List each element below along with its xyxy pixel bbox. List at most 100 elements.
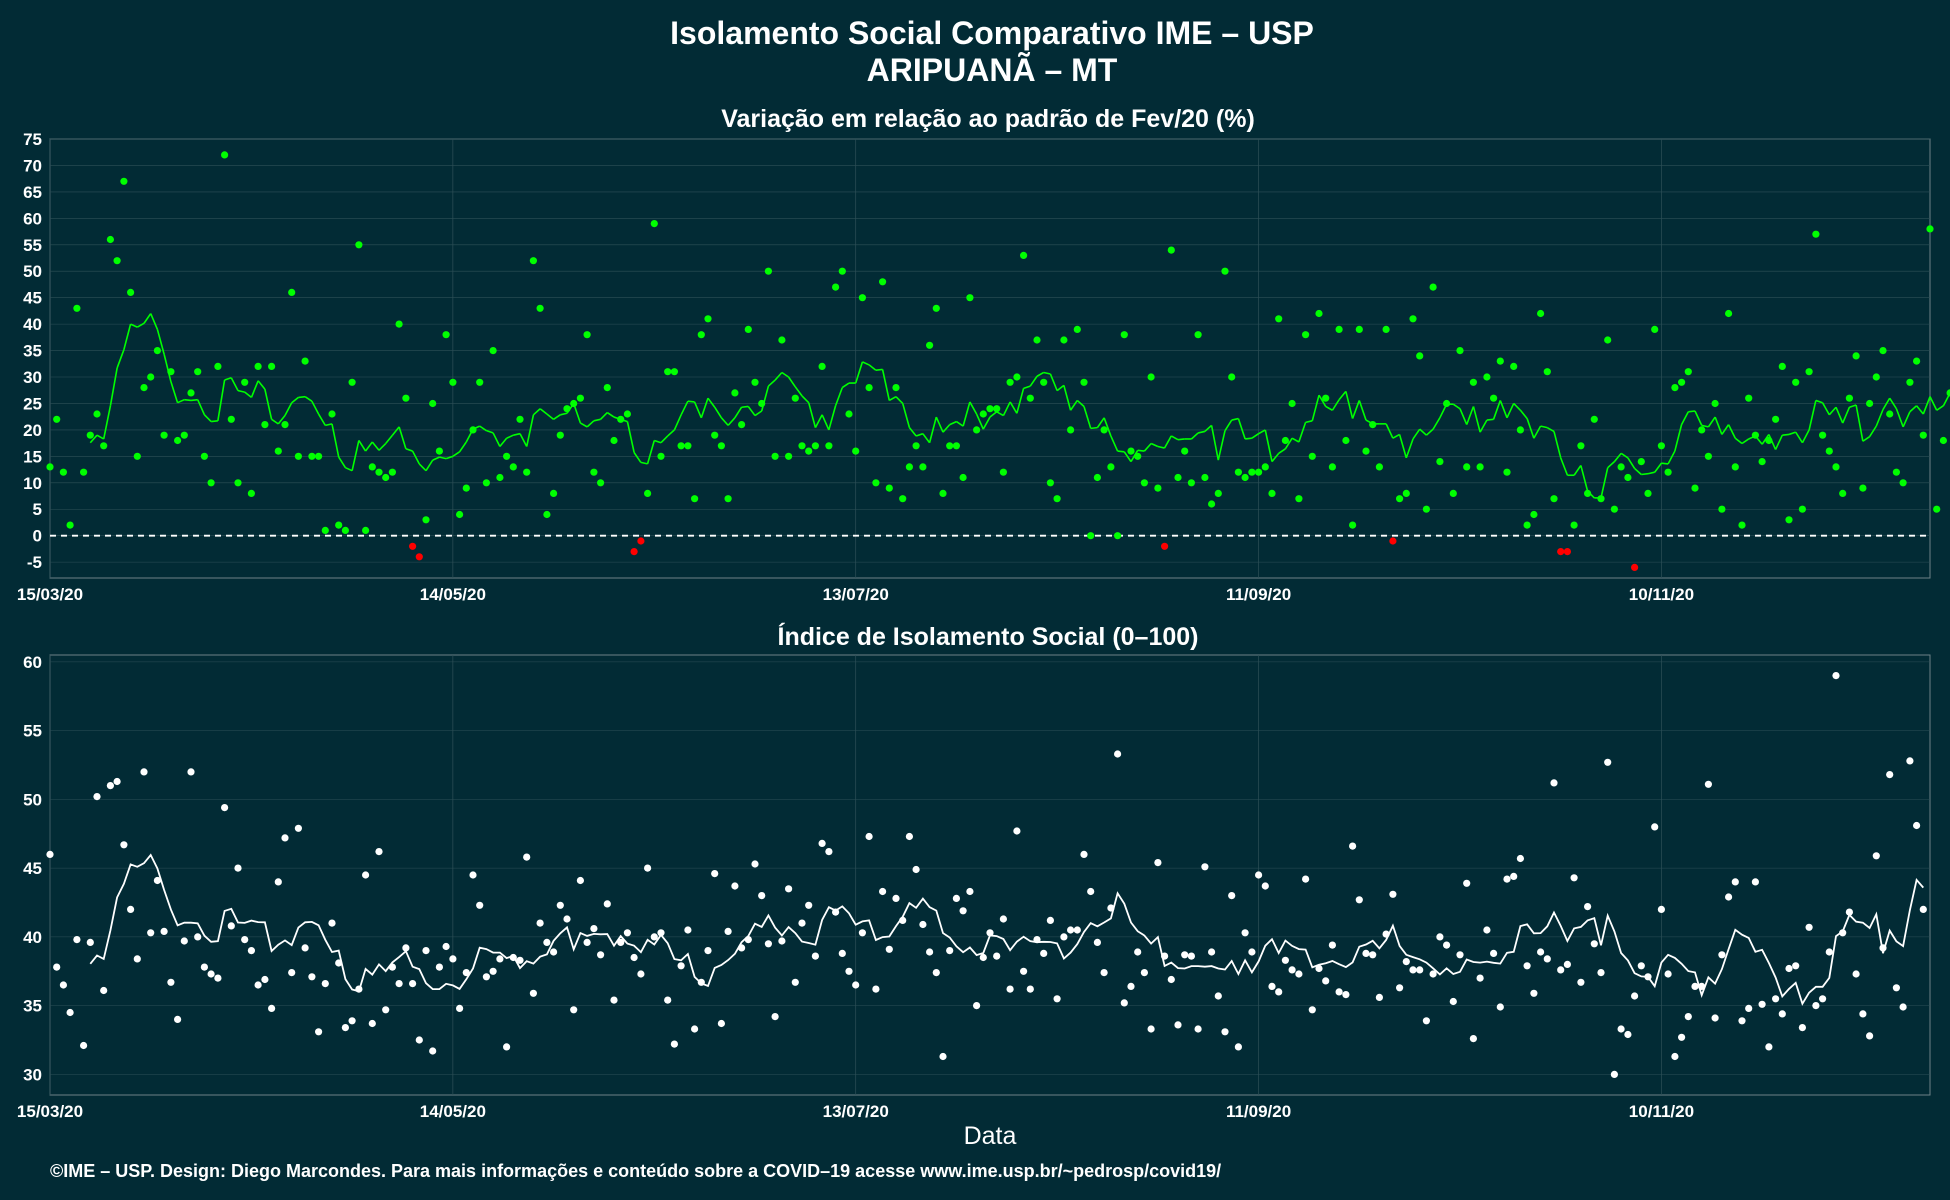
data-point (912, 442, 920, 450)
data-point (496, 955, 504, 963)
data-point (194, 933, 202, 941)
moving-average-segment (1680, 411, 1689, 425)
moving-average-segment (445, 455, 454, 460)
data-point (872, 479, 880, 487)
data-point (1080, 378, 1088, 386)
data-point (1684, 1013, 1692, 1021)
data-point (1825, 948, 1833, 956)
data-point (1839, 929, 1847, 937)
data-point (1429, 970, 1437, 978)
data-point (1845, 394, 1853, 402)
chart-subtitle: ARIPUANÃ – MT (867, 52, 1118, 88)
moving-average-segment (1029, 375, 1038, 387)
data-point (1261, 463, 1269, 471)
data-point (563, 405, 571, 413)
data-point (1704, 452, 1712, 460)
data-point (1013, 373, 1021, 381)
moving-average-segment (351, 440, 360, 471)
data-point (630, 548, 638, 556)
data-point (1678, 378, 1686, 386)
data-point (677, 442, 685, 450)
moving-average-segment (1318, 394, 1327, 407)
moving-average-segment (1828, 406, 1837, 416)
moving-average-segment (1224, 419, 1233, 432)
moving-average-segment (156, 329, 165, 355)
index-plot-frame (49, 654, 1931, 1096)
moving-average-segment (754, 410, 763, 417)
data-point (1443, 399, 1451, 408)
moving-average-segment (1499, 400, 1508, 419)
data-point (482, 479, 490, 487)
data-point (1792, 378, 1800, 386)
moving-average-segment (1305, 420, 1313, 424)
data-point (1315, 309, 1323, 318)
data-point (1033, 936, 1041, 944)
moving-average-segment (1298, 422, 1307, 443)
data-point (1006, 378, 1014, 386)
data-point (1342, 436, 1350, 445)
data-point (1516, 426, 1524, 434)
y-tick-label: 25 (23, 394, 42, 413)
data-point (1040, 949, 1048, 958)
moving-average-segment (1325, 405, 1333, 411)
data-point (724, 495, 732, 503)
data-point (388, 468, 396, 476)
data-point (1134, 948, 1142, 956)
moving-average-segment (1358, 400, 1367, 421)
moving-average-segment (385, 434, 394, 445)
moving-average-segment (1868, 425, 1877, 438)
data-point (1328, 463, 1336, 471)
moving-average-segment (257, 380, 266, 390)
data-point (1248, 948, 1256, 956)
moving-average-segment (868, 364, 877, 371)
data-point (120, 177, 128, 185)
data-point (523, 468, 531, 476)
data-point (1550, 495, 1558, 503)
data-point (1537, 948, 1545, 956)
moving-average-segment (371, 441, 380, 451)
data-point (798, 442, 806, 450)
data-point (294, 824, 302, 832)
data-point (811, 952, 820, 960)
moving-average-segment (452, 451, 461, 458)
moving-average-segment (1694, 410, 1703, 426)
data-point (1020, 251, 1028, 259)
data-point (1503, 468, 1511, 476)
data-point (1610, 505, 1618, 513)
data-point (1751, 431, 1759, 439)
moving-average-segment (89, 434, 98, 444)
moving-average-segment (1217, 430, 1226, 461)
data-point (697, 331, 705, 339)
data-point (1852, 970, 1860, 978)
y-tick-label: 55 (23, 236, 42, 255)
x-tick-label: 10/11/20 (1629, 1102, 1694, 1121)
moving-average-segment (338, 456, 347, 469)
moving-average-segment (1721, 424, 1730, 435)
data-point (1241, 929, 1249, 937)
data-point (1852, 352, 1860, 360)
data-point (1147, 1025, 1155, 1033)
moving-average-segment (633, 452, 642, 463)
data-point (926, 948, 934, 956)
data-point (1657, 442, 1665, 450)
variation-y-axis: -5 0 5 10 15 20 25 30 35 40 45 50 55 60 65 70 75 (23, 130, 42, 572)
data-point (1926, 225, 1934, 233)
data-point (1335, 325, 1343, 333)
data-point (1355, 896, 1363, 904)
data-point (388, 963, 396, 971)
data-point (899, 495, 907, 503)
data-point (1127, 447, 1135, 455)
data-point (1208, 948, 1216, 956)
data-point (912, 865, 920, 874)
data-point (127, 288, 135, 296)
moving-average-line (89, 853, 1924, 1006)
data-point (341, 1024, 349, 1032)
data-point (1187, 952, 1195, 960)
data-point (382, 473, 390, 482)
data-point (1422, 505, 1430, 513)
moving-average-segment (1096, 417, 1105, 429)
data-point (610, 436, 618, 445)
data-point (1758, 1000, 1766, 1008)
moving-average-segment (962, 401, 971, 427)
